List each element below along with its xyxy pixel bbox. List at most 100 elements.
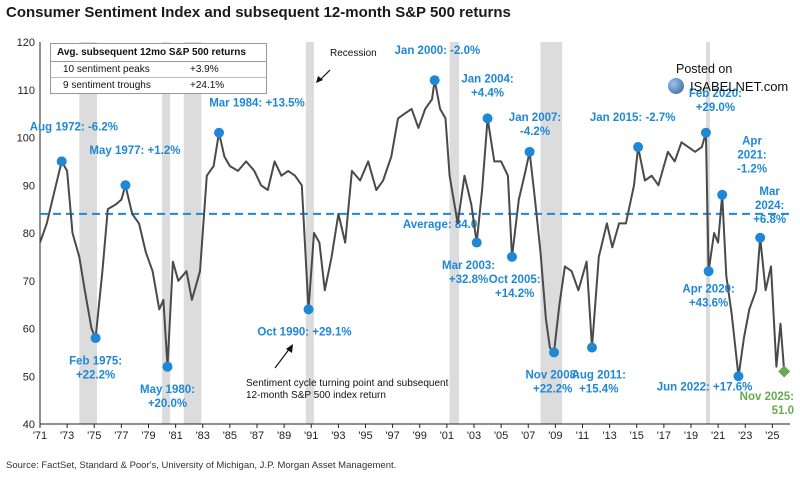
x-tick-label: '19 bbox=[684, 430, 698, 442]
turning-point-label: May 1977: +1.2% bbox=[89, 145, 180, 157]
x-tick-label: '93 bbox=[331, 430, 345, 442]
label-line: Apr bbox=[742, 136, 762, 148]
label-line: Jun 2022: +17.6% bbox=[657, 382, 753, 394]
recession-band bbox=[449, 42, 460, 424]
label-line: May 1980: bbox=[140, 384, 195, 396]
average-label: Average: 84.0 bbox=[403, 219, 477, 231]
legend-row-troughs: 9 sentiment troughs +24.1% bbox=[51, 77, 266, 93]
turning-point-dot bbox=[56, 156, 67, 167]
label-line: +15.4% bbox=[579, 384, 618, 396]
x-tick-label: '81 bbox=[168, 430, 182, 442]
turning-point-label: Mar 1984: +13.5% bbox=[209, 97, 305, 109]
label-line: May 1977: +1.2% bbox=[89, 145, 180, 157]
x-tick-label: '17 bbox=[657, 430, 671, 442]
turning-point-label: Nov 2008: +22.2% bbox=[525, 370, 579, 396]
label-line: +4.4% bbox=[471, 88, 504, 100]
legend-row-value: +3.9% bbox=[190, 64, 219, 75]
y-tick-label: 40 bbox=[23, 419, 35, 431]
label-line: +20.0% bbox=[148, 398, 187, 410]
x-tick-label: '75 bbox=[87, 430, 101, 442]
turning-point-dot bbox=[549, 347, 560, 358]
legend-row-label: 10 sentiment peaks bbox=[63, 64, 150, 75]
label-line: Nov 2008: bbox=[525, 370, 579, 382]
turning-point-dot bbox=[90, 333, 101, 344]
label-line: Oct 2005: bbox=[489, 274, 541, 286]
turning-point-label: Feb 1975: +22.2% bbox=[69, 355, 122, 381]
turning-point-dot bbox=[429, 75, 440, 86]
turning-point-dot bbox=[214, 127, 225, 138]
x-tick-label: '11 bbox=[576, 430, 590, 442]
axes: 40 50 60 70 80 90 100 110 120 '71 '73 '75 '77 '79 '81 '… bbox=[17, 37, 790, 442]
current-point-diamond bbox=[778, 365, 791, 378]
turning-point-dot bbox=[524, 146, 535, 157]
x-tick-label: '03 bbox=[467, 430, 481, 442]
posted-on-text: Posted on bbox=[676, 62, 733, 76]
turning-point-dot bbox=[717, 189, 728, 200]
x-tick-label: '73 bbox=[60, 430, 74, 442]
current-label: Nov 2025: 51.0 bbox=[740, 391, 794, 417]
turning-point-label: Jan 2004: +4.4% bbox=[461, 74, 513, 100]
x-tick-label: '87 bbox=[250, 430, 264, 442]
label-line: Apr 2020: bbox=[682, 284, 734, 296]
turning-point-label: Mar 2003: +32.8% bbox=[442, 260, 495, 286]
x-tick-label: '25 bbox=[765, 430, 779, 442]
y-tick-label: 100 bbox=[17, 133, 35, 145]
turning-point-dot bbox=[586, 342, 597, 353]
y-tick-label: 50 bbox=[23, 371, 35, 383]
label-line: 2024: bbox=[755, 200, 784, 212]
label-line: +6.8% bbox=[753, 214, 786, 226]
label-line: Jan 2007: bbox=[509, 112, 561, 124]
turning-point-dot bbox=[482, 113, 493, 124]
label-line: +22.2% bbox=[533, 384, 572, 396]
legend-row-value: +24.1% bbox=[190, 80, 225, 91]
x-tick-label: '21 bbox=[711, 430, 725, 442]
turning-point-note: Sentiment cycle turning point and subseq… bbox=[246, 378, 449, 401]
x-tick-label: '99 bbox=[413, 430, 427, 442]
turning-point-label: Aug 2011: +15.4% bbox=[572, 370, 626, 396]
turning-point-dot bbox=[120, 180, 131, 191]
site-name: ISABELNET.com bbox=[690, 79, 789, 94]
label-line: +14.2% bbox=[495, 288, 534, 300]
label-line: +43.6% bbox=[689, 298, 728, 310]
x-tick-label: '01 bbox=[440, 430, 454, 442]
recession-label: Recession bbox=[330, 48, 377, 59]
note-arrowhead bbox=[286, 344, 293, 353]
label-line: Feb 1975: bbox=[69, 355, 122, 367]
label-line: Mar 2003: bbox=[442, 260, 495, 272]
note-arrow bbox=[274, 347, 291, 369]
turning-point-label: Jan 2000: -2.0% bbox=[395, 45, 481, 57]
label-line: -4.2% bbox=[520, 126, 550, 138]
returns-legend: Avg. subsequent 12mo S&P 500 returns 10 … bbox=[50, 43, 267, 94]
x-tick-label: '23 bbox=[738, 430, 752, 442]
x-tick-label: '85 bbox=[223, 430, 237, 442]
source-note: Source: FactSet, Standard & Poor's, Univ… bbox=[6, 460, 397, 471]
label-line: +22.2% bbox=[76, 369, 115, 381]
y-tick-label: 90 bbox=[23, 180, 35, 192]
label-line: +32.8% bbox=[449, 274, 488, 286]
turning-point-dot bbox=[755, 232, 766, 243]
chart-title: Consumer Sentiment Index and subsequent … bbox=[6, 4, 511, 21]
turning-point-label: Oct 2005: +14.2% bbox=[489, 274, 541, 300]
turning-point-dot bbox=[703, 266, 714, 277]
recession-band bbox=[162, 42, 171, 424]
y-tick-label: 80 bbox=[23, 228, 35, 240]
recession-arrow bbox=[319, 69, 331, 81]
recession-band bbox=[305, 42, 314, 424]
y-tick-label: 70 bbox=[23, 276, 35, 288]
x-tick-label: '79 bbox=[141, 430, 155, 442]
turning-point-label: Jun 2022: +17.6% bbox=[657, 382, 753, 394]
y-tick-label: 60 bbox=[23, 324, 35, 336]
y-tick-label: 110 bbox=[17, 85, 35, 97]
label-line: Jan 2004: bbox=[461, 74, 513, 86]
y-tick-label: 120 bbox=[17, 37, 35, 49]
x-tick-label: '09 bbox=[548, 430, 562, 442]
turning-points bbox=[56, 75, 791, 382]
label-line: Jan 2000: -2.0% bbox=[395, 45, 481, 57]
x-tick-label: '13 bbox=[602, 430, 616, 442]
recession-band bbox=[183, 42, 202, 424]
x-tick-label: '15 bbox=[630, 430, 644, 442]
label-line: Sentiment cycle turning point and subseq… bbox=[246, 378, 449, 389]
turning-point-dot bbox=[471, 237, 482, 248]
turning-point-label: Feb 2020: +29.0% bbox=[689, 88, 742, 114]
